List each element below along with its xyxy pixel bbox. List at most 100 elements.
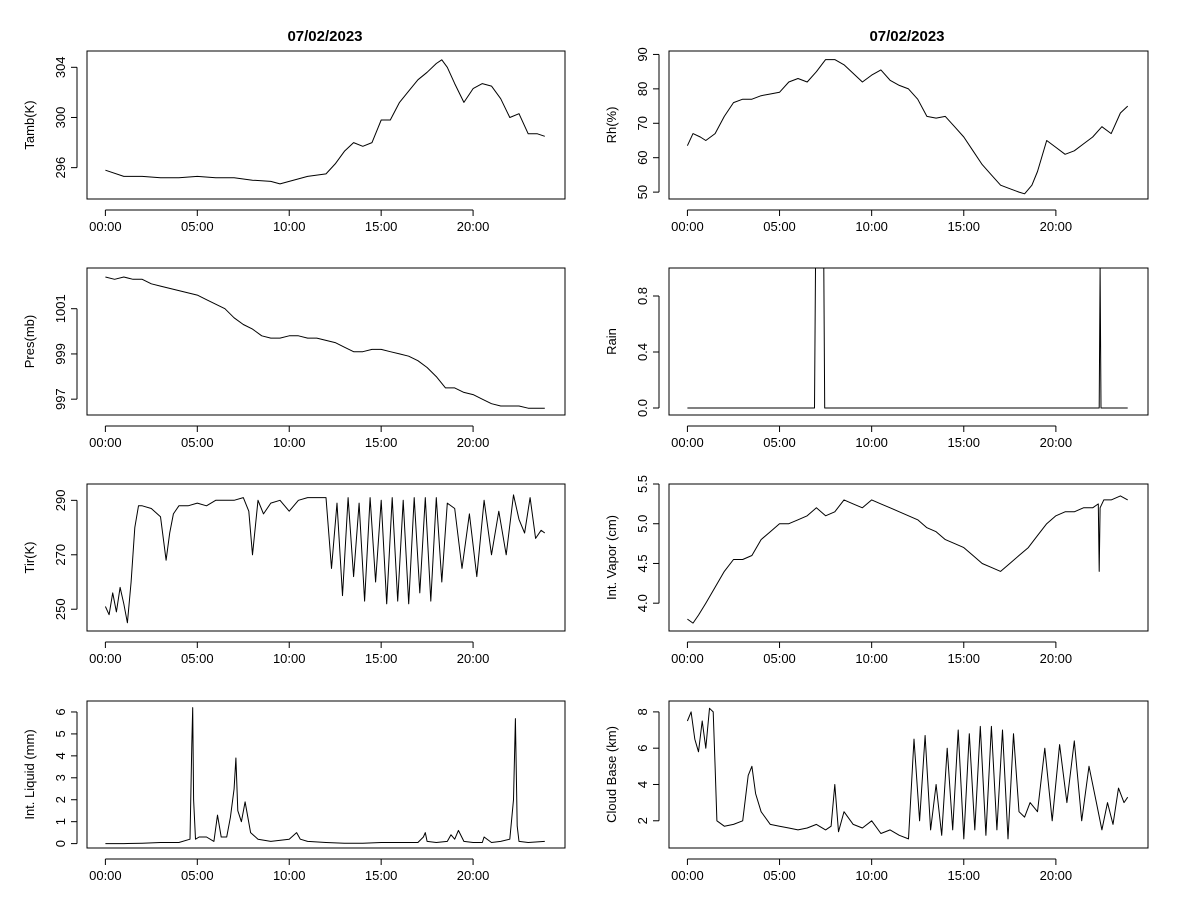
int-vapor-cm-y-tick-label: 4.0: [635, 594, 650, 612]
tamb-k-plot-frame: [86, 50, 566, 200]
tir-k-y-tick-label: 270: [53, 544, 68, 566]
int-vapor-cm-panel: 00:00 05:00 10:00 15:00 20:00 4.0 4.5 5.0 5.5 Int…: [604, 475, 1149, 666]
rain-panel: 00:00 05:00 10:00 15:00 20:00 0.0 0.4 0.8 Rain: [604, 267, 1149, 450]
int-liquid-mm-y-tick-label: 4: [53, 752, 68, 759]
tir-k-panel: 00:00 05:00 10:00 15:00 20:00 250 270 290 Tir(K): [22, 483, 566, 666]
int-liquid-mm-y-tick-label: 0: [53, 840, 68, 847]
cloud-base-km-x-tick-label: 05:00: [763, 868, 796, 883]
int-liquid-mm-y-tick-label: 5: [53, 730, 68, 737]
cloud-base-km-y-tick-label: 4: [635, 781, 650, 788]
tir-k-x-tick-label: 00:00: [89, 651, 122, 666]
pres-mb-panel: 00:00 05:00 10:00 15:00 20:00 997 999 1001 Pres(…: [22, 267, 566, 450]
rh-y-axis-label: Rh(%): [604, 107, 619, 144]
tir-k-series-line: [104, 494, 546, 624]
pres-mb-y-tick-label: 997: [53, 388, 68, 410]
pres-mb-x-tick-label: 05:00: [181, 435, 214, 450]
int-vapor-cm-y-tick-label: 4.5: [635, 554, 650, 572]
int-vapor-cm-x-tick-label: 05:00: [763, 651, 796, 666]
cloud-base-km-y-tick-label: 2: [635, 817, 650, 824]
rain-y-tick-label: 0.4: [635, 343, 650, 361]
cloud-base-km-y-tick-label: 6: [635, 745, 650, 752]
int-liquid-mm-panel: 00:00 05:00 10:00 15:00 20:00 0 1 2 3 4 5 6 Int. Liq…: [22, 700, 566, 883]
int-vapor-cm-x-tick-label: 10:00: [855, 651, 888, 666]
int-liquid-mm-x-tick-label: 00:00: [89, 868, 122, 883]
cloud-base-km-x-tick-label: 00:00: [671, 868, 704, 883]
tamb-k-x-tick-label: 10:00: [273, 219, 306, 234]
tamb-k-x-tick-label: 00:00: [89, 219, 122, 234]
int-vapor-cm-y-tick-label: 5.5: [635, 475, 650, 493]
pres-mb-y-tick-label: 1001: [53, 294, 68, 323]
rain-y-tick-label: 0.8: [635, 287, 650, 305]
pres-mb-series-line: [105, 276, 545, 409]
pres-mb-plot-frame: [86, 267, 566, 416]
rh-y-tick-label: 60: [635, 150, 650, 164]
int-vapor-cm-x-tick-label: 15:00: [947, 651, 980, 666]
pres-mb-x-tick-label: 10:00: [273, 435, 306, 450]
rh-y-tick-label: 50: [635, 185, 650, 199]
left-column-title: 07/02/2023: [287, 28, 362, 45]
cloud-base-km-panel: 00:00 05:00 10:00 15:00 20:00 2 4 6 8 Cloud Base …: [604, 700, 1149, 883]
tir-k-y-tick-label: 290: [53, 489, 68, 511]
right-column-title: 07/02/2023: [869, 28, 944, 45]
int-vapor-cm-series-line: [687, 495, 1128, 624]
tamb-k-panel: 00:00 05:00 10:00 15:00 20:00 296 300 304 Tamb(K…: [22, 50, 566, 234]
rh-y-tick-label: 70: [635, 116, 650, 130]
tamb-k-y-tick-label: 300: [53, 107, 68, 129]
int-liquid-mm-y-tick-label: 2: [53, 796, 68, 803]
cloud-base-km-y-axis-label: Cloud Base (km): [604, 726, 619, 823]
int-vapor-cm-plot-frame: [668, 483, 1149, 632]
cloud-base-km-series-line: [686, 707, 1129, 840]
int-liquid-mm-y-tick-label: 3: [53, 774, 68, 781]
rh-x-tick-label: 00:00: [671, 219, 704, 234]
rh-x-tick-label: 20:00: [1040, 219, 1073, 234]
cloud-base-km-x-tick-label: 15:00: [947, 868, 980, 883]
rain-plot-frame: [668, 267, 1149, 416]
int-vapor-cm-y-axis-label: Int. Vapor (cm): [604, 515, 619, 600]
tamb-k-x-tick-label: 15:00: [365, 219, 398, 234]
panel-grid: 00:00 05:00 10:00 15:00 20:00296300304Tamb(K…: [22, 47, 1149, 883]
tir-k-x-tick-label: 20:00: [457, 651, 490, 666]
rain-x-tick-label: 10:00: [855, 435, 888, 450]
pres-mb-y-axis-label: Pres(mb): [22, 315, 37, 368]
int-liquid-mm-series-line: [105, 707, 545, 845]
rh-plot-frame: [668, 50, 1149, 200]
int-liquid-mm-x-tick-label: 05:00: [181, 868, 214, 883]
int-liquid-mm-plot-frame: [86, 700, 566, 849]
int-liquid-mm-x-tick-label: 20:00: [457, 868, 490, 883]
tamb-k-x-tick-label: 20:00: [457, 219, 490, 234]
tir-k-x-tick-label: 10:00: [273, 651, 306, 666]
rain-x-tick-label: 00:00: [671, 435, 704, 450]
rh-x-tick-label: 10:00: [855, 219, 888, 234]
int-liquid-mm-y-tick-label: 6: [53, 708, 68, 715]
rh-x-tick-label: 05:00: [763, 219, 796, 234]
pres-mb-x-tick-label: 00:00: [89, 435, 122, 450]
int-liquid-mm-x-tick-label: 10:00: [273, 868, 306, 883]
pres-mb-x-tick-label: 20:00: [457, 435, 490, 450]
rh-y-tick-label: 90: [635, 47, 650, 61]
tir-k-y-tick-label: 250: [53, 598, 68, 620]
tamb-k-series-line: [105, 59, 545, 185]
tir-k-x-tick-label: 15:00: [365, 651, 398, 666]
rain-x-tick-label: 20:00: [1040, 435, 1073, 450]
cloud-base-km-plot-frame: [668, 700, 1149, 849]
tir-k-plot-frame: [86, 483, 566, 632]
cloud-base-km-y-tick-label: 8: [635, 708, 650, 715]
cloud-base-km-x-tick-label: 20:00: [1040, 868, 1073, 883]
rh-series-line: [686, 59, 1129, 195]
rh-panel: 00:00 05:00 10:00 15:00 20:00 50 60 70 80 90 Rh(%): [604, 47, 1149, 234]
pres-mb-y-tick-label: 999: [53, 343, 68, 365]
cloud-base-km-x-tick-label: 10:00: [855, 868, 888, 883]
pres-mb-x-tick-label: 15:00: [365, 435, 398, 450]
rain-series-line: [687, 267, 1128, 409]
int-vapor-cm-x-tick-label: 20:00: [1040, 651, 1073, 666]
tamb-k-y-axis-label: Tamb(K): [22, 100, 37, 149]
tir-k-x-tick-label: 05:00: [181, 651, 214, 666]
int-liquid-mm-x-tick-label: 15:00: [365, 868, 398, 883]
tamb-k-y-tick-label: 304: [53, 56, 68, 78]
rain-y-axis-label: Rain: [604, 328, 619, 355]
int-liquid-mm-y-axis-label: Int. Liquid (mm): [22, 729, 37, 819]
tir-k-y-axis-label: Tir(K): [22, 541, 37, 573]
rh-y-tick-label: 80: [635, 82, 650, 96]
int-vapor-cm-x-tick-label: 00:00: [671, 651, 704, 666]
